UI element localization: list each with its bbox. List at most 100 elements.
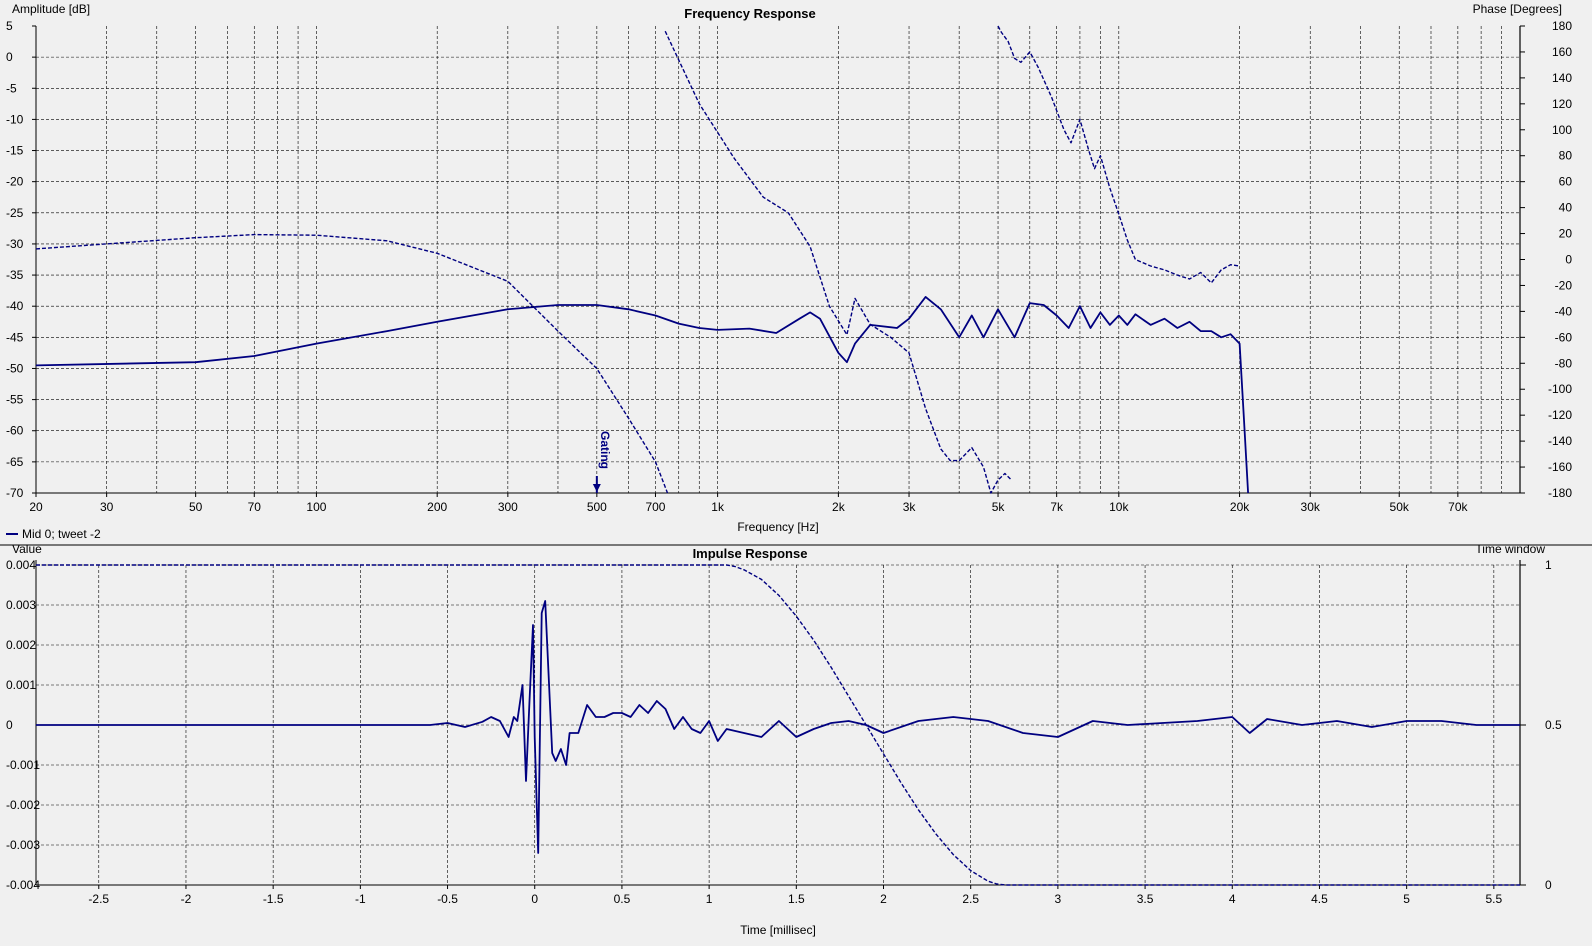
ir-x-tick-label: -2 [181,892,192,906]
ir-x-tick-label: -1 [355,892,366,906]
fr-y-tick-label: -5 [6,81,17,95]
fr-y2-tick-label: -40 [1555,304,1573,318]
fr-y2-tick-label: 140 [1552,71,1572,85]
fr-x-tick-label: 500 [587,500,607,514]
fr-series-dashed-amplitude-1 [35,233,669,494]
fr-x-tick-label: 300 [498,500,518,514]
ir-y-tick-label: -0.002 [6,798,40,812]
ir-series-dashed-window-1 [36,564,1520,886]
fr-y2-tick-label: -140 [1548,434,1572,448]
fr-y2-tick-label: 0 [1565,253,1572,267]
fr-x-tick-label: 50k [1390,500,1410,514]
fr-y2-tick-label: 120 [1552,97,1572,111]
ir-y-tick-label: 0.002 [6,638,36,652]
ir-x-tick-label: 2 [880,892,887,906]
fr-y2-tick-label: -160 [1548,460,1572,474]
fr-x-tick-label: 200 [427,500,447,514]
ir-x-tick-label: 3.5 [1137,892,1154,906]
fr-x-tick-label: 70 [248,500,262,514]
fr-y2-tick-label: -80 [1555,356,1573,370]
fr-y-tick-label: -55 [6,393,24,407]
ir-y-axis-label: Value [12,542,42,556]
fr-x-tick-label: 10k [1109,500,1129,514]
legend-swatch [6,533,18,535]
ir-x-tick-label: -1.5 [263,892,284,906]
fr-y-tick-label: -70 [6,486,24,500]
ir-y2-tick-label: 0 [1545,878,1552,892]
ir-y-tick-label: -0.004 [6,878,40,892]
fr-x-tick-label: 7k [1050,500,1064,514]
fr-y-tick-label: -35 [6,268,24,282]
ir-y-tick-label: 0 [6,718,13,732]
ir-x-tick-label: 0 [531,892,538,906]
fr-x-tick-label: 20 [29,500,43,514]
legend-label: Mid 0; tweet -2 [22,527,101,541]
ir-x-tick-label: 0.5 [614,892,631,906]
fr-x-tick-label: 100 [306,500,326,514]
fr-y2-tick-label: -180 [1548,486,1572,500]
ir-x-tick-label: 5.5 [1485,892,1502,906]
fr-x-tick-label: 70k [1448,500,1468,514]
ir-y2-axis-label: Time window [1475,542,1545,556]
fr-y-tick-label: 5 [6,19,13,33]
fr-series-dashed-phase-2 [664,30,1012,494]
ir-x-tick-label: 4.5 [1311,892,1328,906]
fr-y2-tick-label: -20 [1555,278,1573,292]
fr-y2-tick-label: 180 [1552,19,1572,33]
fr-y-tick-label: -65 [6,455,24,469]
fr-x-tick-label: 3k [903,500,917,514]
fr-y-tick-label: -10 [6,112,24,126]
ir-x-tick-label: 1 [706,892,713,906]
ir-x-tick-label: 5 [1403,892,1410,906]
fr-x-tick-label: 700 [645,500,665,514]
fr-y2-tick-label: 100 [1552,123,1572,137]
fr-y2-tick-label: 40 [1559,201,1573,215]
fr-y2-tick-label: 20 [1559,227,1573,241]
fr-y-tick-label: -50 [6,361,24,375]
legend: Mid 0; tweet -2 [0,523,1592,545]
fr-x-axis-label: Frequency [Hz] [737,520,818,534]
impulse-response-chart: Impulse Response Value Time window Time [mi… [6,542,1562,937]
gating-marker-label: Gating [598,431,612,469]
frequency-response-chart: Frequency Response Amplitude [dB] Phase [D… [6,2,1572,534]
fr-x-tick-label: 30k [1301,500,1321,514]
ir-x-tick-label: -2.5 [88,892,109,906]
fr-y-tick-label: -15 [6,144,24,158]
fr-x-tick-label: 1k [711,500,725,514]
ir-x-tick-label: 4 [1229,892,1236,906]
fr-y-tick-label: -60 [6,424,24,438]
fr-y-tick-label: -40 [6,299,24,313]
fr-chart-title: Frequency Response [684,6,816,21]
ir-y-tick-label: 0.004 [6,558,36,572]
fr-y2-tick-label: 160 [1552,45,1572,59]
ir-y-tick-label: -0.003 [6,838,40,852]
ir-y2-tick-label: 0.5 [1545,718,1562,732]
ir-x-tick-label: 3 [1055,892,1062,906]
fr-x-tick-label: 20k [1230,500,1250,514]
ir-chart-title: Impulse Response [693,546,808,561]
ir-y2-tick-label: 1 [1545,558,1552,572]
fr-y2-axis-label: Phase [Degrees] [1473,2,1562,16]
gating-marker-arrow [592,484,601,492]
fr-y-tick-label: 0 [6,50,13,64]
fr-x-tick-label: 5k [992,500,1006,514]
fr-y-tick-label: -25 [6,206,24,220]
fr-x-tick-label: 50 [189,500,203,514]
fr-y-tick-label: -20 [6,175,24,189]
fr-y2-tick-label: -60 [1555,330,1573,344]
fr-y-tick-label: -30 [6,237,24,251]
ir-x-tick-label: 2.5 [962,892,979,906]
fr-x-tick-label: 30 [100,500,114,514]
ir-y-tick-label: 0.001 [6,678,36,692]
ir-y-tick-label: 0.003 [6,598,36,612]
fr-y2-tick-label: 60 [1559,175,1573,189]
fr-y-axis-label: Amplitude [dB] [12,2,90,16]
ir-x-axis-label: Time [millisec] [740,923,816,937]
fr-y2-tick-label: 80 [1559,149,1573,163]
ir-x-tick-label: -0.5 [437,892,458,906]
fr-y2-tick-label: -120 [1548,408,1572,422]
fr-series-dashed-phase-3 [997,25,1240,284]
ir-y-tick-label: -0.001 [6,758,40,772]
fr-series-solid-amplitude-0 [35,296,1249,494]
